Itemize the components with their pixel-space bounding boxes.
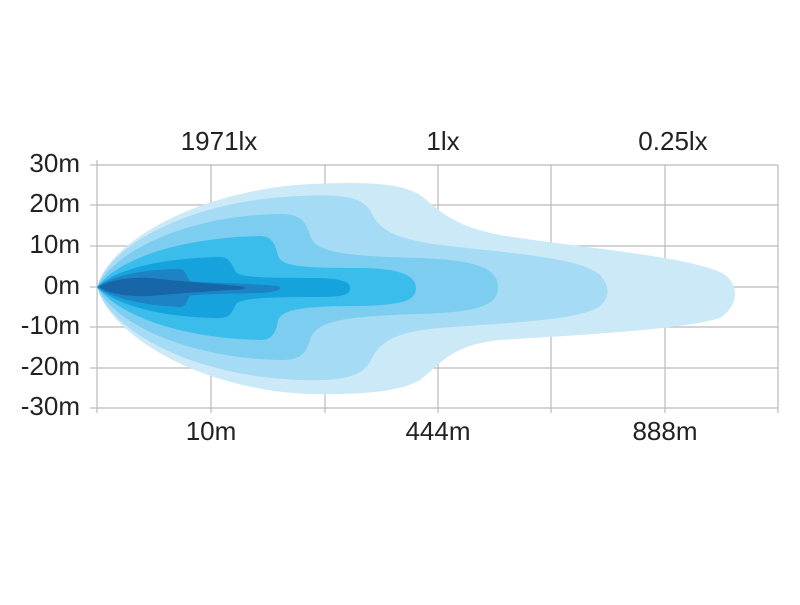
- distance-label: 10m: [186, 416, 237, 446]
- y-tick-label: -30m: [21, 391, 80, 421]
- illuminance-label: 0.25lx: [638, 126, 707, 156]
- y-tick-label: -20m: [21, 351, 80, 381]
- y-tick-label: -10m: [21, 310, 80, 340]
- y-tick-label: 30m: [29, 148, 80, 178]
- distance-label: 888m: [632, 416, 697, 446]
- bottom-labels: 10m 444m 888m: [186, 416, 698, 446]
- y-tick-label: 20m: [29, 188, 80, 218]
- y-tick-label: 10m: [29, 229, 80, 259]
- beam-zone: [99, 277, 246, 297]
- y-labels: 30m 20m 10m 0m -10m -20m -30m: [21, 148, 80, 421]
- illuminance-label: 1lx: [426, 126, 459, 156]
- illuminance-label: 1971lx: [181, 126, 258, 156]
- y-tick-label: 0m: [44, 270, 80, 300]
- distance-label: 444m: [405, 416, 470, 446]
- top-labels: 1971lx 1lx 0.25lx: [181, 126, 708, 156]
- beam: [97, 183, 735, 395]
